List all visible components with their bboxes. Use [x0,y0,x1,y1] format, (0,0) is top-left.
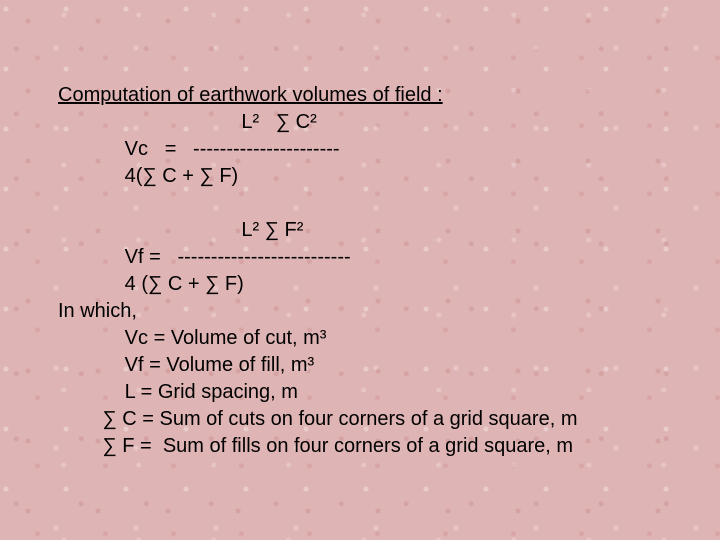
vc-equals-line: Vc = ---------------------- [58,138,340,160]
in-which-label: In which, [58,300,137,322]
vf-equals-line: Vf = -------------------------- [58,246,351,268]
slide-title: Computation of earthwork volumes of fiel… [58,84,443,106]
def-sum-c: ∑ C = Sum of cuts on four corners of a g… [58,408,577,430]
def-sum-f: ∑ F = Sum of fills on four corners of a … [58,435,573,457]
def-vf: Vf = Volume of fill, m³ [58,354,314,376]
slide-text-block: Computation of earthwork volumes of fiel… [58,82,577,460]
vc-numerator: L² ∑ C² [58,111,317,133]
vc-denominator: 4(∑ C + ∑ F) [58,165,238,187]
vf-denominator: 4 (∑ C + ∑ F) [58,273,244,295]
vf-numerator: L² ∑ F² [58,219,303,241]
blank-line-1 [58,192,64,214]
def-vc: Vc = Volume of cut, m³ [58,327,326,349]
def-l: L = Grid spacing, m [58,381,298,403]
